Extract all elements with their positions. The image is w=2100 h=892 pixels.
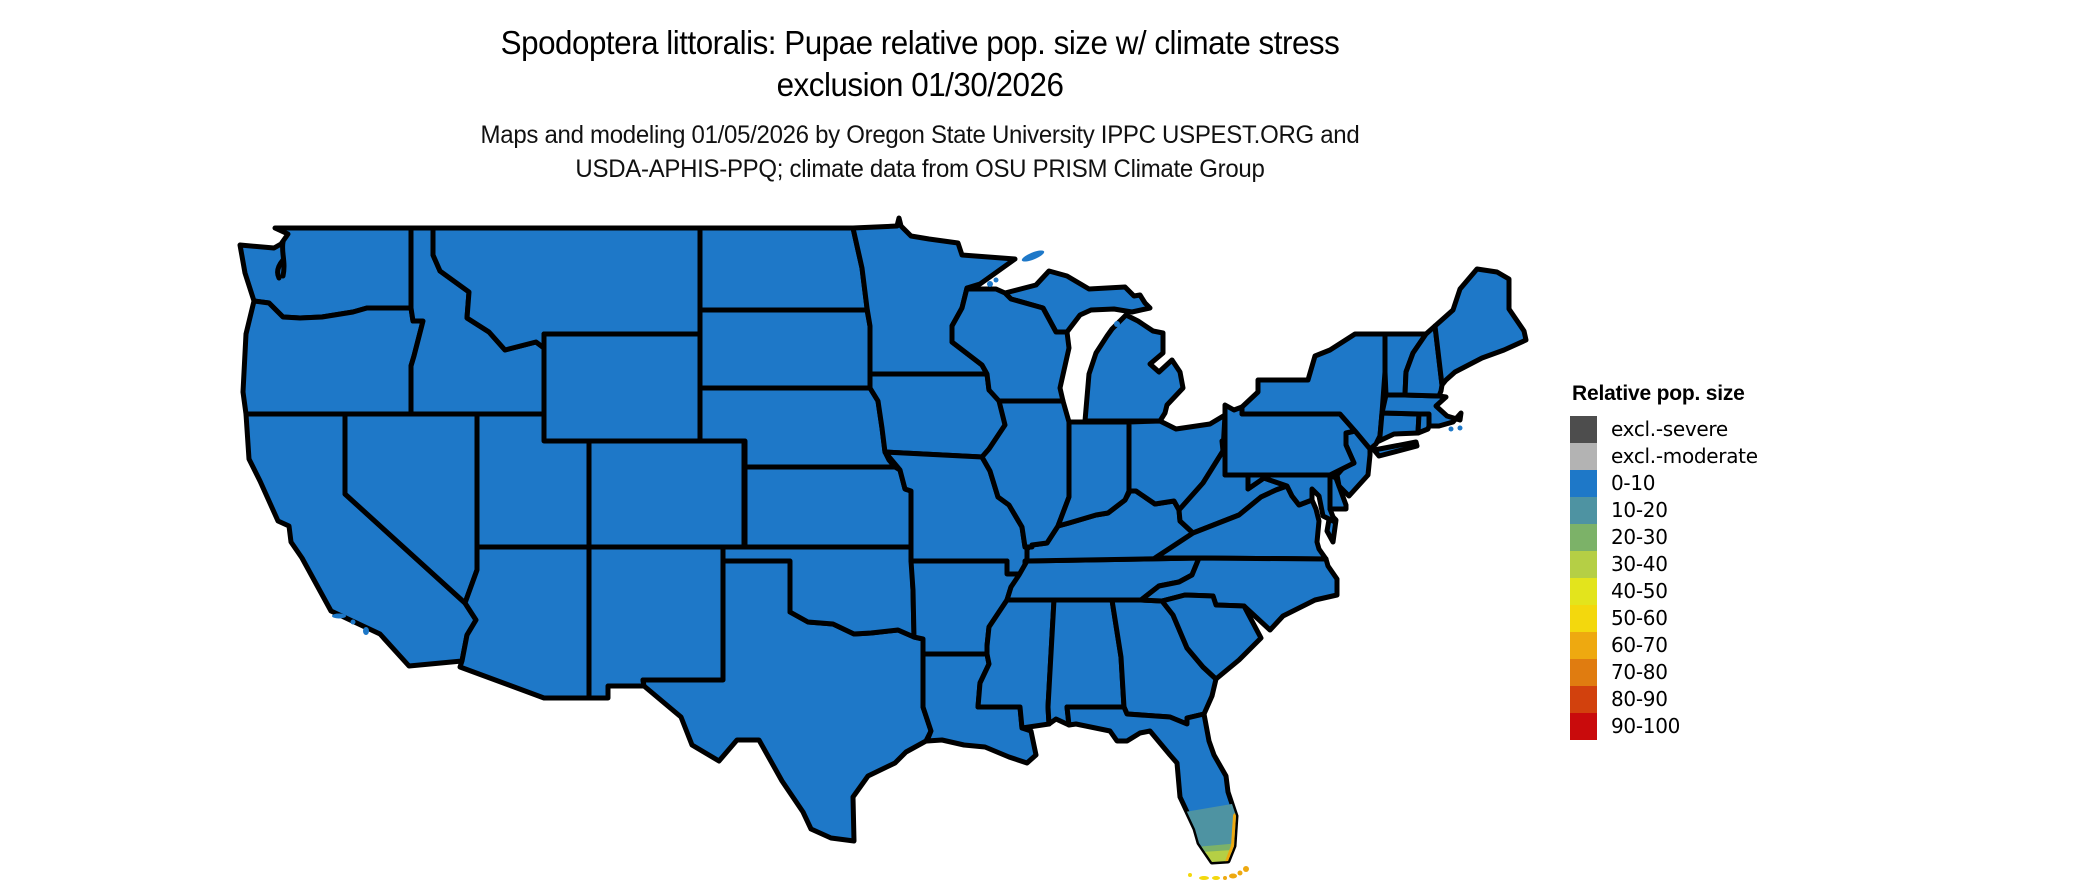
legend-label: 10-20 <box>1611 498 1668 522</box>
legend-swatch-70-80 <box>1570 659 1597 686</box>
legend-row: 60-70 <box>1570 632 1758 659</box>
nantucket-island <box>1457 425 1463 431</box>
legend-row: 70-80 <box>1570 659 1758 686</box>
usa-map <box>237 215 1529 880</box>
legend-label: excl.-moderate <box>1611 444 1758 468</box>
state-sc <box>1159 592 1264 682</box>
legend-swatch-40-50 <box>1570 578 1597 605</box>
legend-row: excl.-severe <box>1570 416 1758 443</box>
legend-row: 80-90 <box>1570 686 1758 713</box>
marthas-vineyard-island <box>1448 426 1454 432</box>
channel-island <box>363 627 369 635</box>
state-mi-lower <box>1082 312 1186 424</box>
legend: Relative pop. size excl.-severe excl.-mo… <box>1570 382 1758 740</box>
map-subtitle-line2: USDA-APHIS-PPQ; climate data from OSU PR… <box>575 155 1265 183</box>
beaver-island <box>1114 321 1120 327</box>
state-co <box>586 438 747 550</box>
legend-label: excl.-severe <box>1611 417 1728 441</box>
state-sd <box>697 307 873 391</box>
legend-row: 40-50 <box>1570 578 1758 605</box>
state-long-island <box>1371 439 1420 459</box>
legend-swatch-excl-severe <box>1570 416 1597 443</box>
legend-label: 0-10 <box>1611 471 1656 495</box>
state-nm <box>586 544 726 701</box>
islands-layer <box>332 250 1463 635</box>
state-ny <box>1239 331 1388 452</box>
legend-swatch-50-60 <box>1570 605 1597 632</box>
legend-row: excl.-moderate <box>1570 443 1758 470</box>
state-ct <box>1374 410 1422 445</box>
state-nd <box>697 225 870 313</box>
map-title-line2: exclusion 01/30/2026 <box>776 66 1064 103</box>
legend-swatch-30-40 <box>1570 551 1597 578</box>
florida-class-30-40 <box>1173 848 1236 862</box>
apostle-island <box>987 281 993 287</box>
legend-row: 30-40 <box>1570 551 1758 578</box>
legend-label: 40-50 <box>1611 579 1668 603</box>
apostle-island <box>993 277 999 283</box>
states-layer <box>237 215 1529 865</box>
legend-label: 60-70 <box>1611 633 1668 657</box>
legend-label: 80-90 <box>1611 687 1668 711</box>
legend-label: 90-100 <box>1611 714 1681 738</box>
map-title: Spodoptera littoralis: Pupae relative po… <box>46 22 1794 106</box>
florida-key-50-60 <box>1212 876 1220 880</box>
legend-swatch-20-30 <box>1570 524 1597 551</box>
legend-swatch-90-100 <box>1570 713 1597 740</box>
legend-swatch-60-70 <box>1570 632 1597 659</box>
legend-row: 50-60 <box>1570 605 1758 632</box>
legend-swatch-80-90 <box>1570 686 1597 713</box>
state-wy <box>541 331 703 444</box>
legend-row: 10-20 <box>1570 497 1758 524</box>
legend-label: 50-60 <box>1611 606 1668 630</box>
legend-swatch-excl-moderate <box>1570 443 1597 470</box>
legend-label: 30-40 <box>1611 552 1668 576</box>
map-subtitle-line1: Maps and modeling 01/05/2026 by Oregon S… <box>480 121 1360 149</box>
legend-label: 20-30 <box>1611 525 1668 549</box>
channel-island <box>332 613 346 619</box>
state-wi <box>949 285 1072 404</box>
florida-key-50-60 <box>1199 876 1209 880</box>
legend-row: 20-30 <box>1570 524 1758 551</box>
legend-label: 70-80 <box>1611 660 1668 684</box>
state-az <box>457 544 592 701</box>
map-title-line1: Spodoptera littoralis: Pupae relative po… <box>500 24 1340 61</box>
legend-title: Relative pop. size <box>1572 382 1745 405</box>
legend-row: 90-100 <box>1570 713 1758 740</box>
florida-key-50-60 <box>1188 873 1192 877</box>
legend-swatch-0-10 <box>1570 470 1597 497</box>
florida-keys <box>1188 866 1249 880</box>
florida-key-60-70 <box>1223 876 1227 880</box>
florida-key-60-70 <box>1229 873 1237 879</box>
legend-row: 0-10 <box>1570 470 1758 497</box>
map-subtitle: Maps and modeling 01/05/2026 by Oregon S… <box>37 118 1803 186</box>
puget-sound-detail <box>275 239 287 281</box>
state-me <box>1432 266 1529 388</box>
isle-royale-island <box>1021 250 1045 262</box>
florida-key-60-70 <box>1237 870 1243 876</box>
channel-island <box>350 619 356 625</box>
state-ks <box>742 464 914 550</box>
legend-swatch-10-20 <box>1570 497 1597 524</box>
state-or <box>240 298 426 417</box>
florida-key-60-70 <box>1243 866 1249 872</box>
